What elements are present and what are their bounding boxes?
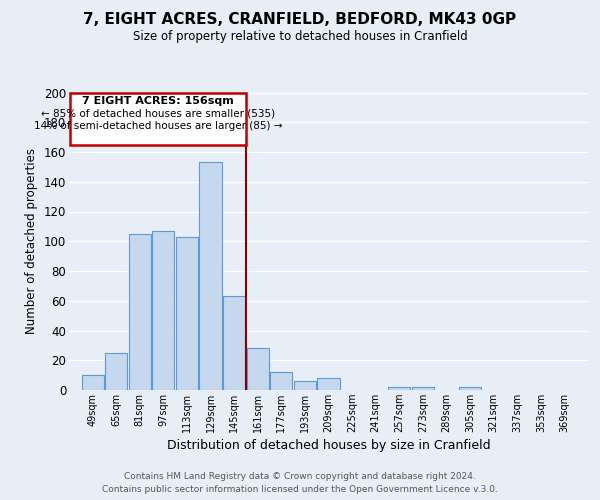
Bar [129,234,151,390]
Bar [105,353,127,390]
Text: 14% of semi-detached houses are larger (85) →: 14% of semi-detached houses are larger (… [34,121,283,131]
Y-axis label: Number of detached properties: Number of detached properties [25,148,38,334]
FancyBboxPatch shape [70,92,246,144]
Text: 7, EIGHT ACRES, CRANFIELD, BEDFORD, MK43 0GP: 7, EIGHT ACRES, CRANFIELD, BEDFORD, MK43… [83,12,517,28]
Bar [223,296,245,390]
Bar [294,381,316,390]
Text: 7 EIGHT ACRES: 156sqm: 7 EIGHT ACRES: 156sqm [82,96,234,106]
Bar [388,387,410,390]
Text: Size of property relative to detached houses in Cranfield: Size of property relative to detached ho… [133,30,467,43]
Bar [199,162,221,390]
Bar [176,237,198,390]
Bar [412,387,434,390]
Bar [459,387,481,390]
Bar [247,348,269,390]
Bar [82,375,104,390]
Text: Contains public sector information licensed under the Open Government Licence v.: Contains public sector information licen… [102,484,498,494]
Bar [317,378,340,390]
Text: ← 85% of detached houses are smaller (535): ← 85% of detached houses are smaller (53… [41,109,275,119]
Bar [270,372,292,390]
X-axis label: Distribution of detached houses by size in Cranfield: Distribution of detached houses by size … [167,439,490,452]
Text: Contains HM Land Registry data © Crown copyright and database right 2024.: Contains HM Land Registry data © Crown c… [124,472,476,481]
Bar [152,231,175,390]
